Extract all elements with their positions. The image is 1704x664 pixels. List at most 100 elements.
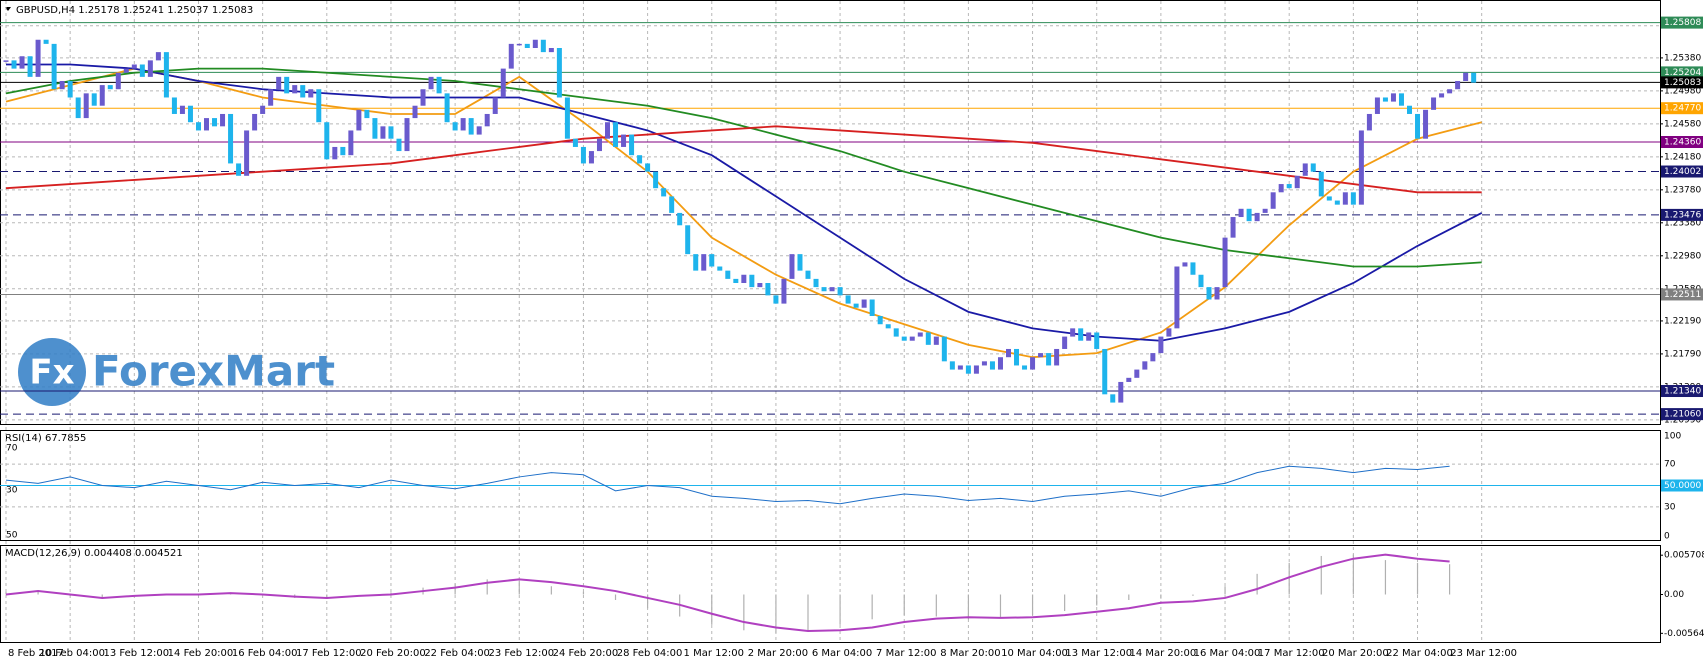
candle — [179, 105, 185, 114]
candle — [19, 56, 25, 69]
y-tick-label: 30 — [1664, 502, 1676, 512]
candle — [1431, 97, 1437, 110]
y-tick-label: 1.23780 — [1664, 185, 1701, 195]
x-tick-label: 23 Feb 12:00 — [488, 648, 554, 659]
level-label: 1.23476 — [1664, 210, 1701, 220]
candle — [997, 357, 1003, 370]
candle — [1415, 113, 1421, 139]
y-tick-label: 70 — [1664, 460, 1676, 470]
candle — [1270, 192, 1276, 209]
y-tick-label: 1.25380 — [1664, 53, 1701, 63]
candle — [669, 196, 675, 213]
candle — [524, 43, 530, 48]
candle — [981, 361, 987, 366]
y-tick-label: 50.0000 — [1664, 481, 1701, 491]
candle — [1070, 328, 1076, 337]
level-label: 1.22511 — [1664, 290, 1701, 300]
logo: Fx ForexMart — [18, 338, 335, 406]
macd-title: MACD(12,26,9) 0.004408 0.004521 — [5, 548, 183, 559]
candle — [1302, 163, 1308, 176]
candle — [1214, 287, 1220, 300]
candle — [661, 188, 667, 197]
candle — [372, 118, 378, 139]
y-tick-label: 1.23380 — [1664, 218, 1701, 228]
candle — [701, 254, 707, 271]
candle — [484, 113, 490, 127]
candle — [1390, 93, 1396, 102]
chart-title: GBPUSD,H4 1.25178 1.25241 1.25037 1.2508… — [16, 5, 253, 16]
candle — [588, 151, 594, 164]
candle — [139, 64, 145, 77]
candle — [1158, 336, 1164, 354]
candle — [316, 89, 322, 123]
y-tick-label: 1.22190 — [1664, 316, 1701, 326]
candle — [741, 274, 747, 283]
candle — [1206, 287, 1212, 300]
level-tag — [1661, 479, 1703, 492]
candle — [645, 163, 651, 172]
candle — [348, 130, 354, 156]
x-tick-label: 22 Feb 04:00 — [424, 648, 490, 659]
candle — [909, 336, 915, 341]
candle — [1102, 348, 1108, 395]
x-tick-label: 13 Mar 12:00 — [1065, 648, 1132, 659]
candle — [115, 72, 121, 90]
candle — [220, 113, 226, 127]
candle — [1398, 93, 1404, 106]
side-label: 30 — [6, 486, 18, 496]
candle — [75, 97, 81, 119]
candle — [1407, 105, 1412, 114]
candle — [1326, 196, 1332, 201]
candle — [1182, 262, 1188, 267]
candle — [829, 287, 835, 292]
candle — [933, 336, 939, 345]
moving-average — [5, 67, 1482, 359]
candle — [1342, 192, 1348, 205]
candle — [653, 171, 659, 189]
candle — [51, 43, 57, 90]
moving-average — [6, 63, 1483, 342]
candle — [621, 134, 627, 147]
y-tick-label: 1.24580 — [1664, 119, 1701, 129]
candle — [1022, 365, 1028, 370]
candle — [693, 254, 699, 271]
candle — [1358, 130, 1364, 205]
candle — [1046, 353, 1052, 366]
candle — [340, 146, 346, 156]
main-panel — [0, 0, 1661, 425]
candle — [789, 254, 795, 279]
candle — [147, 60, 153, 77]
candle — [580, 146, 586, 164]
candle — [845, 295, 851, 304]
candle — [67, 80, 73, 98]
candle — [757, 283, 763, 288]
candle — [404, 118, 410, 152]
candle — [941, 336, 947, 362]
candle — [268, 89, 274, 106]
level-tag — [1661, 102, 1703, 115]
candle — [508, 43, 514, 69]
candle — [35, 39, 41, 77]
candle — [805, 270, 811, 279]
rsi-title: RSI(14) 67.7855 — [5, 433, 86, 444]
candle — [901, 336, 907, 341]
candle — [155, 52, 161, 61]
candle — [420, 89, 426, 106]
candle — [733, 278, 739, 283]
candle — [1126, 377, 1132, 382]
candle — [572, 138, 578, 147]
moving-average — [5, 125, 1482, 194]
candle — [973, 365, 979, 374]
candle — [356, 109, 362, 131]
candle — [837, 287, 843, 296]
candle — [1262, 208, 1268, 213]
candle — [629, 134, 635, 156]
candle — [412, 105, 418, 119]
x-tick-label: 23 Mar 12:00 — [1450, 648, 1517, 659]
y-tick-label: 1.20990 — [1664, 415, 1701, 425]
candle — [171, 97, 177, 114]
candle — [797, 254, 803, 271]
x-tick-label: 13 Feb 12:00 — [104, 648, 170, 659]
candle — [284, 76, 290, 94]
candle — [1463, 72, 1469, 81]
